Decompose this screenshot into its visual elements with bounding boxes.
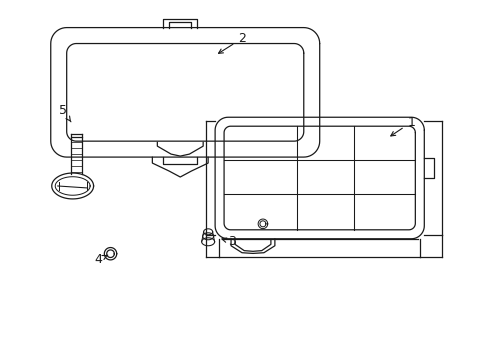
Text: 5: 5 xyxy=(59,104,71,122)
Text: 3: 3 xyxy=(222,235,236,248)
Text: 4: 4 xyxy=(95,253,107,266)
Text: 1: 1 xyxy=(390,116,414,136)
Text: 2: 2 xyxy=(218,32,245,53)
